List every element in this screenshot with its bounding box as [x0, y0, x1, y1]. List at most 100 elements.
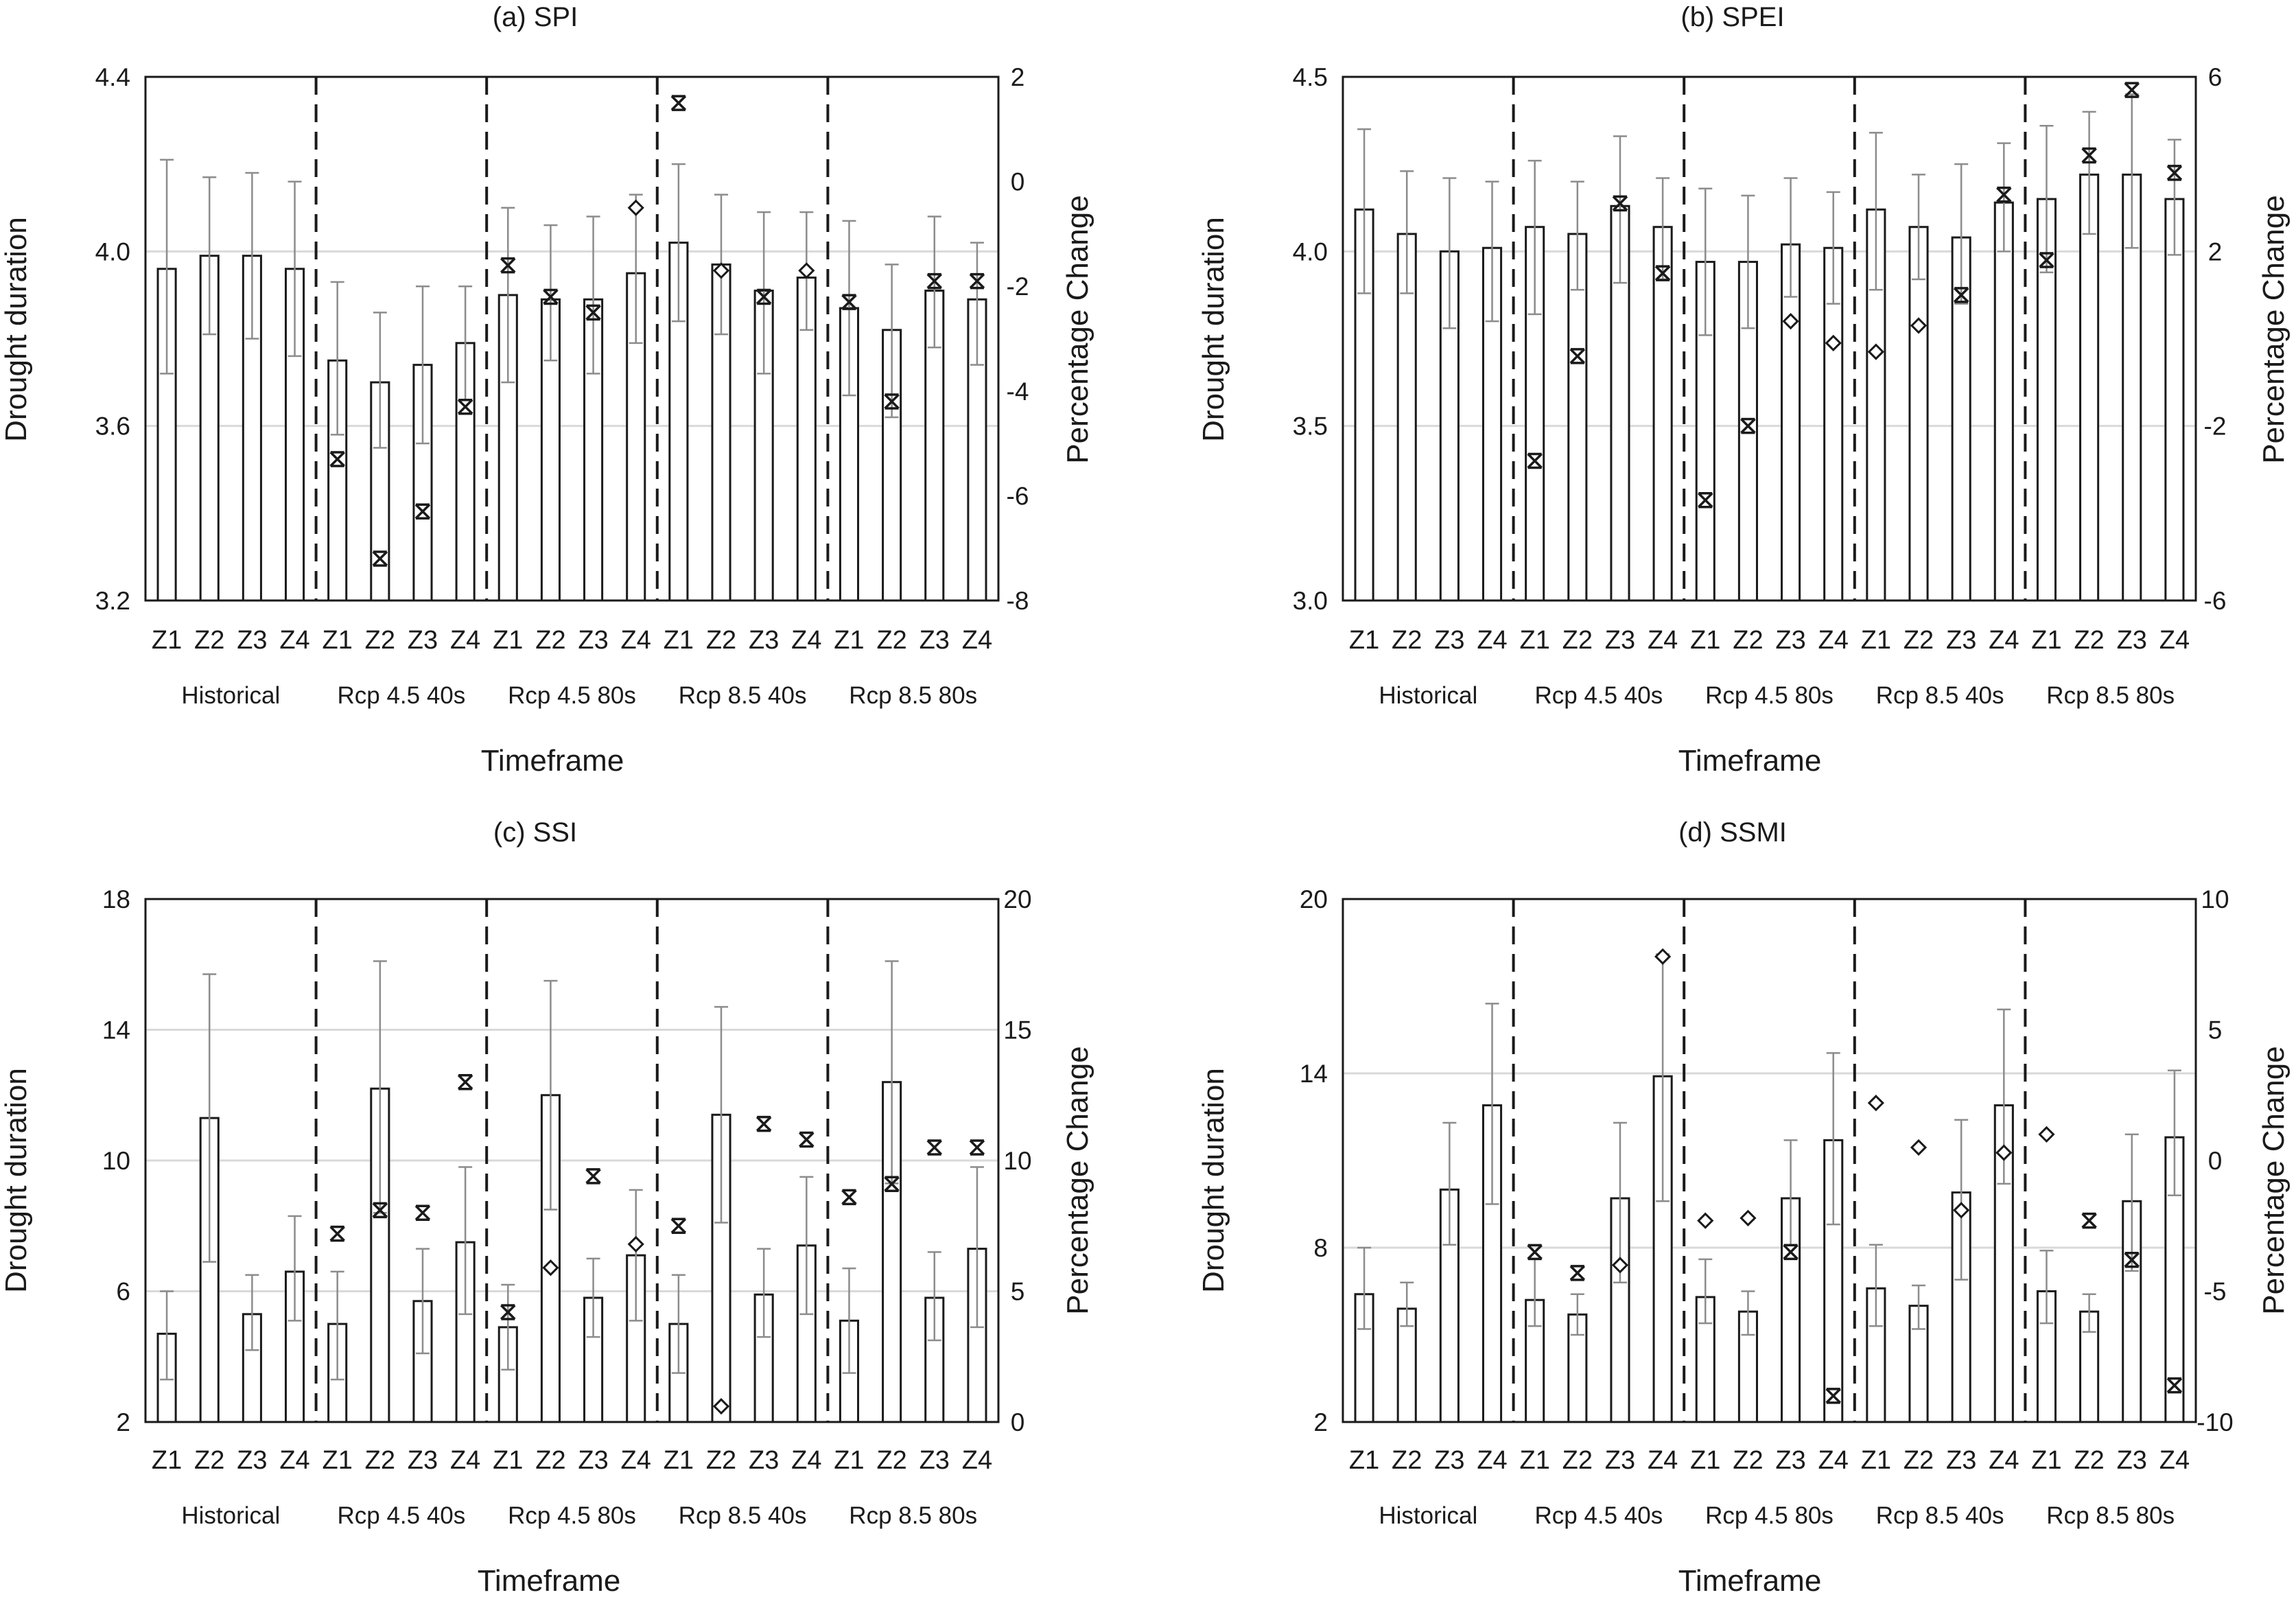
panel-d-error-bar-2: [1442, 1121, 1457, 1246]
panel-c-ytick-3: 14: [102, 1016, 130, 1045]
panel-c-category-14: Z3: [749, 1446, 779, 1475]
panel-d-right-axis-ticks: -10 -5 0 5 10: [2197, 885, 2233, 1436]
panel-b-bar-13: [1908, 226, 1929, 602]
panel-d-right-axis-title: Percentage Change: [2257, 1046, 2291, 1314]
panel-c-error-bar-2: [245, 1274, 259, 1351]
panel-d-diamond-marker-7: [1654, 948, 1672, 965]
panel-a-group-label-1: Rcp 4.5 40s: [338, 682, 466, 709]
panel-c-error-bar-13: [714, 1005, 729, 1224]
panel-a-error-bars: [160, 159, 984, 449]
panel-c-error-bar-0: [160, 1290, 174, 1381]
panel-d-diamond-marker-12: [1867, 1095, 1884, 1112]
panel-a-y2tick-0: -8: [1007, 587, 1029, 615]
panel-b-cross-marker-17: [2081, 147, 2097, 164]
panel-d-error-bar-1: [1400, 1281, 1414, 1327]
panel-c-plot-frame: [144, 898, 1000, 1423]
panel-c-cross-marker-6: [414, 1204, 431, 1221]
panel-a-diamond-marker-13: [712, 262, 730, 279]
panel-d-bars: [1354, 1075, 2185, 1423]
panel-c-category-2: Z3: [237, 1446, 267, 1475]
panel-a-ytick-0: 3.2: [95, 587, 130, 615]
panel-b-error-bar-14: [1954, 163, 1969, 305]
panel-c-group-label-4: Rcp 8.5 80s: [849, 1502, 977, 1529]
panel-c-category-3: Z4: [279, 1446, 309, 1475]
panel-b-category-13: Z2: [1903, 626, 1934, 655]
panel-b-ytick-1: 3.5: [1293, 412, 1328, 441]
panel-d-error-bar-19: [2167, 1069, 2181, 1197]
panel-c-left-axis-ticks: 2 6 10 14 18: [102, 885, 130, 1436]
panel-d-category-13: Z2: [1903, 1446, 1934, 1475]
panel-a-y2tick-5: 2: [1011, 63, 1025, 91]
panel-d-category-18: Z3: [2117, 1446, 2147, 1475]
panel-b-cross-marker-6: [1612, 195, 1628, 212]
panel-c-cross-marker-5: [372, 1202, 388, 1219]
panel-c-diamond-marker-13: [712, 1398, 730, 1415]
panel-c-right-axis-ticks: 0 5 10 15 20: [1003, 885, 1031, 1436]
panel-a-y2tick-4: 0: [1011, 168, 1025, 196]
panel-d-cross-marker-17: [2081, 1212, 2097, 1229]
panel-b-bar-7: [1652, 226, 1673, 602]
panel-c: (c) SSI 2 6 10 14 18 0 5 10 15 20 Z1 Z2 Z3 Z4 Z1 Z2 Z3…: [0, 817, 1094, 1597]
panel-b-cross-marker-14: [1953, 287, 1969, 303]
panel-c-category-5: Z2: [365, 1446, 395, 1475]
panel-d-group-label-4: Rcp 8.5 80s: [2046, 1502, 2175, 1529]
panel-a-group-label-2: Rcp 4.5 80s: [508, 682, 636, 709]
panel-a-error-bar-17: [885, 264, 899, 419]
panel-d: (d) SSMI 2 8 14 20 -10 -5 0 5 10 Z1 Z2 Z3 Z4 Z1 Z2 Z3…: [1197, 817, 2291, 1597]
panel-b-category-17: Z2: [2074, 626, 2104, 655]
panel-b-cross-marker-9: [1740, 417, 1756, 434]
panel-d-cross-marker-18: [2124, 1252, 2140, 1268]
panel-a-category-14: Z3: [749, 626, 779, 655]
panel-c-error-bar-4: [330, 1270, 344, 1381]
panel-d-category-16: Z1: [2031, 1446, 2061, 1475]
panel-a-category-7: Z4: [450, 626, 480, 655]
panel-b-category-10: Z3: [1775, 626, 1805, 655]
panel-b: (b) SPEI 3.03.54.04.5 -6-226 Z1 Z2 Z3 Z4 Z1 Z…: [1197, 2, 2291, 778]
panel-d-category-6: Z3: [1605, 1446, 1635, 1475]
panel-b-category-5: Z2: [1562, 626, 1593, 655]
panel-a-ytick-1: 3.6: [95, 412, 130, 441]
panel-d-category-12: Z1: [1861, 1446, 1891, 1475]
panel-b-x-axis-title: Timeframe: [1678, 744, 1822, 778]
panel-a-category-5: Z2: [365, 626, 395, 655]
panel-a-cross-marker-6: [414, 503, 431, 520]
panel-b-category-3: Z4: [1477, 626, 1507, 655]
panel-a-cross-marker-8: [500, 257, 516, 274]
panel-c-ytick-0: 2: [116, 1408, 130, 1436]
panel-d-y2tick-3: 5: [2208, 1016, 2223, 1045]
panel-b-cross-marker-19: [2166, 165, 2183, 181]
panel-b-error-bar-1: [1400, 170, 1414, 294]
panel-b-cross-marker-16: [2039, 252, 2054, 268]
panel-c-category-17: Z2: [876, 1446, 906, 1475]
panel-d-error-bar-13: [1912, 1284, 1926, 1330]
panel-b-error-bar-15: [1997, 142, 2011, 253]
panel-b-scenario-separators: [1512, 77, 2027, 601]
panel-b-diamond-marker-10: [1782, 312, 1799, 330]
panel-d-diamond-marker-16: [2038, 1126, 2055, 1143]
panel-d-y2tick-0: -10: [2197, 1408, 2233, 1436]
panel-c-diamond-marker-9: [542, 1259, 559, 1277]
panel-a-error-bar-19: [970, 242, 984, 366]
panel-a-category-9: Z2: [535, 626, 565, 655]
panel-b-category-19: Z4: [2159, 626, 2190, 655]
panel-d-title: (d) SSMI: [1678, 817, 1787, 848]
panel-a-category-18: Z3: [919, 626, 950, 655]
panel-b-left-axis-title: Drought duration: [1197, 217, 1230, 442]
panel-b-left-axis-ticks: 3.0 3.5 4.0 4.5: [1293, 63, 1328, 615]
panel-a-y2tick-2: -4: [1007, 377, 1029, 406]
panel-b-cross-marker-18: [2124, 82, 2140, 98]
panel-a-error-bar-3: [288, 180, 302, 358]
panel-c-group-labels: Historical Rcp 4.5 40s Rcp 4.5 80s Rcp 8.5 …: [181, 1502, 977, 1529]
panel-b-error-bar-0: [1357, 128, 1372, 294]
panel-d-cross-marker-5: [1569, 1265, 1586, 1281]
panel-a-error-bar-14: [757, 211, 771, 375]
panel-b-group-label-3: Rcp 8.5 40s: [1876, 682, 2004, 709]
panel-b-error-bar-16: [2039, 124, 2054, 274]
panel-b-right-axis-title: Percentage Change: [2257, 195, 2291, 463]
panel-c-category-11: Z4: [621, 1446, 651, 1475]
panel-b-group-label-2: Rcp 4.5 80s: [1705, 682, 1834, 709]
panel-c-error-bar-8: [501, 1283, 515, 1371]
panel-b-category-1: Z2: [1392, 626, 1422, 655]
panel-d-diamond-marker-15: [1995, 1144, 2013, 1161]
panel-d-error-bar-6: [1613, 1121, 1627, 1284]
